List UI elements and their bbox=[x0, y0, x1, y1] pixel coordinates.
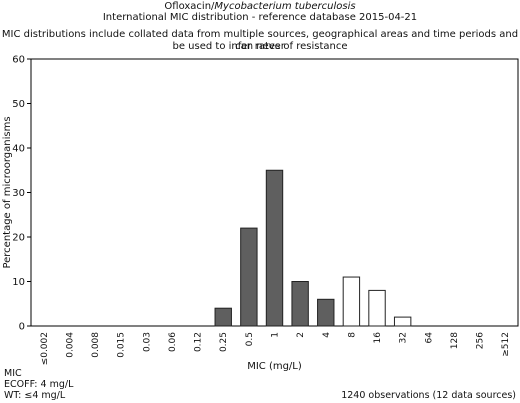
bar bbox=[265, 169, 284, 327]
x-tick-label: 0.5 bbox=[245, 332, 255, 346]
y-tick-label: 20 bbox=[12, 233, 25, 244]
bar bbox=[368, 289, 386, 327]
x-tick-label: 8 bbox=[347, 332, 357, 338]
bar bbox=[291, 281, 309, 327]
x-tick-label: ≤0.002 bbox=[40, 332, 50, 365]
bar bbox=[317, 298, 335, 327]
y-tick-label: 50 bbox=[12, 99, 25, 110]
footer-ecoff: ECOFF: 4 mg/L bbox=[4, 379, 74, 390]
footer-mic-label: MIC bbox=[4, 368, 22, 379]
drug-name: Ofloxacin/ bbox=[164, 1, 215, 12]
x-tick-label: 0.004 bbox=[65, 332, 75, 358]
footer-observations: 1240 observations (12 data sources) bbox=[341, 390, 516, 401]
footer-wild-type: WT: ≤4 mg/L bbox=[4, 390, 66, 401]
x-tick-label: 0.25 bbox=[219, 332, 229, 352]
x-tick-label: 64 bbox=[424, 332, 434, 344]
chart-subtitle: International MIC distribution - referen… bbox=[102, 12, 418, 23]
y-tick-label: 0 bbox=[19, 322, 25, 333]
y-tick-label: 10 bbox=[12, 277, 25, 288]
y-tick-label: 40 bbox=[12, 144, 25, 155]
disclaimer-line-2: be used to infer rates of resistance bbox=[172, 41, 348, 52]
x-tick-label: ≥512 bbox=[501, 332, 511, 357]
bar bbox=[342, 276, 361, 327]
x-tick-label: 0.008 bbox=[91, 332, 101, 358]
x-tick-label: 0.12 bbox=[194, 332, 204, 352]
organism-name: Mycobacterium tuberculosis bbox=[214, 1, 356, 12]
chart-title: Ofloxacin/Mycobacterium tuberculosis bbox=[0, 1, 520, 13]
x-tick-label: 0.03 bbox=[142, 332, 152, 352]
x-tick-label: 256 bbox=[476, 332, 486, 349]
y-tick-label: 60 bbox=[12, 55, 25, 66]
bar bbox=[393, 316, 412, 327]
x-tick-label: 128 bbox=[450, 332, 460, 349]
x-axis-title: MIC (mg/L) bbox=[247, 361, 302, 372]
x-tick-label: 4 bbox=[322, 332, 332, 338]
y-axis-title: Percentage of microorganisms bbox=[2, 116, 13, 268]
x-tick-label: 0.015 bbox=[117, 332, 127, 358]
bar bbox=[214, 307, 232, 327]
y-tick-label: 30 bbox=[12, 188, 25, 199]
disclaimer-line-1: MIC distributions include collated data … bbox=[1, 29, 519, 52]
x-tick-label: 16 bbox=[373, 332, 383, 344]
x-tick-label: 2 bbox=[296, 332, 306, 338]
x-tick-label: 0.06 bbox=[168, 332, 178, 352]
x-tick-label: 32 bbox=[399, 332, 409, 343]
bar bbox=[240, 227, 258, 327]
x-tick-label: 1 bbox=[271, 332, 281, 338]
